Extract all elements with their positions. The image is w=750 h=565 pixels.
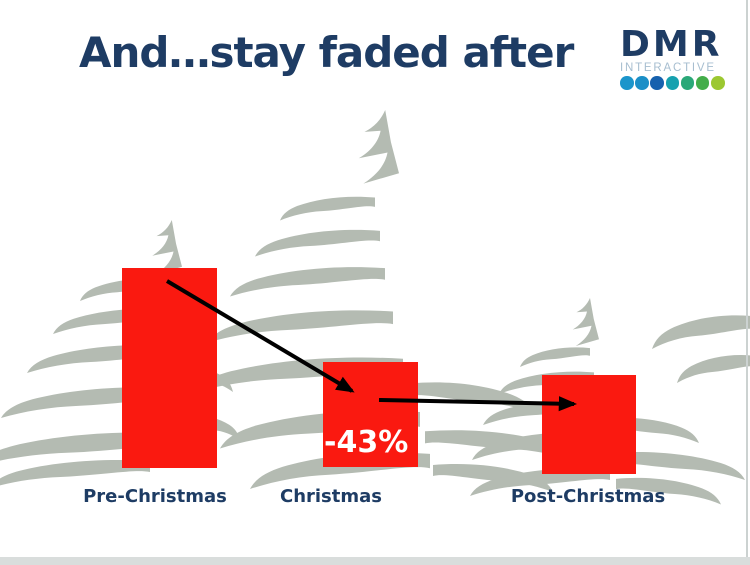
dmr-logo-dots-icon <box>620 76 738 90</box>
slide-edge-right <box>746 0 748 558</box>
slide-edge-bottom <box>0 557 750 565</box>
logo-dot-icon <box>680 76 695 90</box>
bar-christmas: -43% <box>323 362 418 467</box>
logo-dot-icon <box>650 76 664 90</box>
bar-post-christmas <box>542 375 636 474</box>
axis-label-christmas: Christmas <box>279 486 382 507</box>
logo-dot-icon <box>695 76 710 90</box>
axis-label-pre-christmas: Pre-Christmas <box>83 486 227 507</box>
logo-dot-icon <box>635 76 649 90</box>
dmr-logo: DMR INTERACTIVE <box>620 27 738 90</box>
slide-title: And…stay faded after <box>79 28 574 77</box>
dmr-logo-subtitle: INTERACTIVE <box>620 62 716 74</box>
logo-dot-icon <box>620 76 634 90</box>
logo-dot-icon <box>711 76 725 90</box>
pct-change-label: -43% <box>324 425 409 460</box>
dmr-logo-wordmark: DMR <box>620 24 723 65</box>
axis-label-post-christmas: Post-Christmas <box>510 486 666 507</box>
logo-dot-icon <box>665 76 680 90</box>
bar-pre-christmas <box>122 268 217 468</box>
